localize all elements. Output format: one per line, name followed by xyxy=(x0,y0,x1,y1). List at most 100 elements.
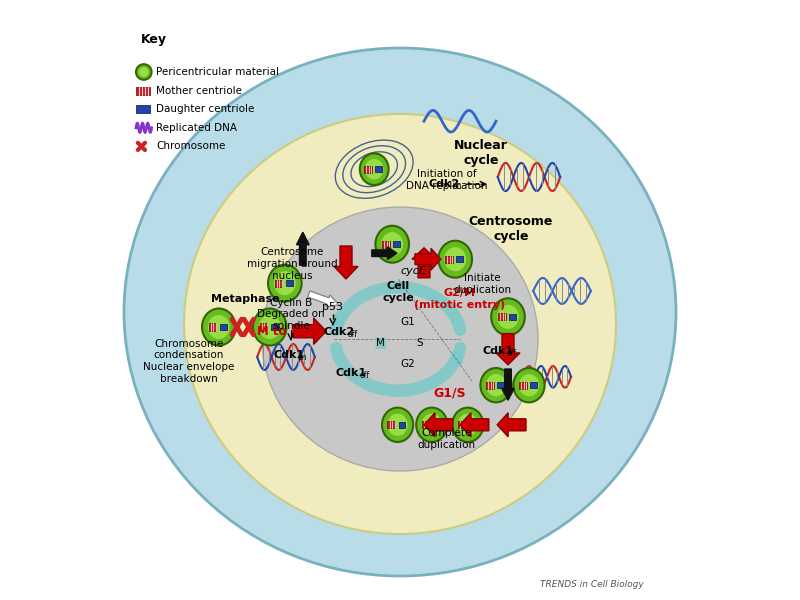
FancyBboxPatch shape xyxy=(510,314,516,320)
Text: Replicated DNA: Replicated DNA xyxy=(157,123,238,133)
Text: cycE: cycE xyxy=(401,266,426,276)
Ellipse shape xyxy=(274,271,296,295)
FancyBboxPatch shape xyxy=(271,324,278,330)
Text: G1: G1 xyxy=(401,317,415,327)
Text: Cdk1: Cdk1 xyxy=(274,350,305,360)
Ellipse shape xyxy=(452,407,483,442)
Ellipse shape xyxy=(382,232,403,256)
Text: Complete
duplication: Complete duplication xyxy=(418,428,476,450)
FancyArrow shape xyxy=(294,318,326,344)
Text: Cdk1: Cdk1 xyxy=(335,368,366,378)
Text: Cdk1: Cdk1 xyxy=(483,346,514,356)
Text: off: off xyxy=(507,349,517,358)
Text: Key: Key xyxy=(141,32,167,46)
FancyBboxPatch shape xyxy=(136,105,150,113)
Ellipse shape xyxy=(422,413,442,436)
Text: Mother centriole: Mother centriole xyxy=(157,86,242,95)
FancyBboxPatch shape xyxy=(498,313,506,320)
Ellipse shape xyxy=(253,308,286,346)
FancyArrow shape xyxy=(372,247,397,259)
Text: Centrosome
migration around
nucleus: Centrosome migration around nucleus xyxy=(246,247,338,281)
FancyBboxPatch shape xyxy=(433,422,440,428)
FancyBboxPatch shape xyxy=(209,323,216,331)
Text: M to A: M to A xyxy=(258,325,300,338)
Ellipse shape xyxy=(202,308,236,346)
Ellipse shape xyxy=(480,368,512,403)
Text: G2/M
(mitotic entry): G2/M (mitotic entry) xyxy=(414,288,506,310)
Ellipse shape xyxy=(514,368,545,403)
FancyBboxPatch shape xyxy=(375,166,382,172)
Text: off: off xyxy=(347,330,358,339)
Text: Daughter centriole: Daughter centriole xyxy=(157,104,254,113)
Text: S: S xyxy=(416,338,422,348)
FancyBboxPatch shape xyxy=(364,166,372,173)
Text: on: on xyxy=(298,353,307,362)
Ellipse shape xyxy=(486,374,506,397)
Text: Chromosome
condensation
Nuclear envelope
breakdown: Chromosome condensation Nuclear envelope… xyxy=(143,339,234,383)
FancyBboxPatch shape xyxy=(286,280,293,286)
FancyArrow shape xyxy=(415,248,441,270)
FancyBboxPatch shape xyxy=(458,421,466,428)
Text: TRENDS in Cell Biology: TRENDS in Cell Biology xyxy=(540,580,644,589)
FancyBboxPatch shape xyxy=(394,241,400,247)
Text: p53: p53 xyxy=(322,302,343,312)
Ellipse shape xyxy=(365,159,383,179)
Ellipse shape xyxy=(382,407,414,442)
Ellipse shape xyxy=(387,413,408,436)
Text: Cyclin B
Degraded on
spindle: Cyclin B Degraded on spindle xyxy=(257,298,325,331)
Ellipse shape xyxy=(375,226,409,263)
FancyArrow shape xyxy=(297,232,309,265)
Ellipse shape xyxy=(360,154,389,185)
FancyArrow shape xyxy=(308,291,338,307)
FancyArrow shape xyxy=(412,248,436,278)
FancyBboxPatch shape xyxy=(518,382,526,389)
Ellipse shape xyxy=(444,247,466,271)
FancyArrow shape xyxy=(502,369,514,400)
Text: Initiation of
DNA replication: Initiation of DNA replication xyxy=(406,169,487,191)
FancyBboxPatch shape xyxy=(398,422,406,428)
Ellipse shape xyxy=(491,298,525,335)
Text: Cdk2: Cdk2 xyxy=(323,327,354,337)
FancyBboxPatch shape xyxy=(469,422,475,428)
Text: Nuclear
cycle: Nuclear cycle xyxy=(454,139,508,167)
FancyBboxPatch shape xyxy=(136,87,150,95)
FancyBboxPatch shape xyxy=(422,421,430,428)
FancyBboxPatch shape xyxy=(445,256,453,263)
FancyBboxPatch shape xyxy=(486,382,494,389)
FancyBboxPatch shape xyxy=(498,382,504,388)
Ellipse shape xyxy=(458,413,478,436)
FancyBboxPatch shape xyxy=(259,323,267,331)
Ellipse shape xyxy=(259,315,281,339)
Text: Metaphase: Metaphase xyxy=(211,294,280,304)
Text: Chromosome: Chromosome xyxy=(157,142,226,151)
Ellipse shape xyxy=(268,265,302,302)
Ellipse shape xyxy=(139,67,149,77)
FancyBboxPatch shape xyxy=(382,241,390,248)
FancyArrow shape xyxy=(424,413,453,437)
FancyArrow shape xyxy=(497,413,526,437)
Text: Cdk2: Cdk2 xyxy=(429,179,460,189)
FancyBboxPatch shape xyxy=(274,280,282,287)
Ellipse shape xyxy=(124,48,676,576)
FancyBboxPatch shape xyxy=(456,256,463,262)
Ellipse shape xyxy=(497,305,519,329)
Text: G2: G2 xyxy=(401,359,415,369)
FancyBboxPatch shape xyxy=(220,324,226,330)
Ellipse shape xyxy=(136,64,152,80)
Text: M: M xyxy=(376,338,386,348)
FancyArrow shape xyxy=(460,413,489,437)
FancyArrow shape xyxy=(334,246,358,279)
Text: Pericentricular material: Pericentricular material xyxy=(157,67,279,77)
Text: on: on xyxy=(453,182,462,191)
Ellipse shape xyxy=(438,241,472,278)
FancyBboxPatch shape xyxy=(387,421,395,428)
Ellipse shape xyxy=(519,374,539,397)
Text: G1/S: G1/S xyxy=(433,386,466,400)
Text: Initiate
duplication: Initiate duplication xyxy=(454,273,512,295)
Ellipse shape xyxy=(416,407,447,442)
FancyBboxPatch shape xyxy=(530,382,537,388)
Text: Centrosome
cycle: Centrosome cycle xyxy=(469,215,553,243)
Ellipse shape xyxy=(208,315,230,339)
FancyArrow shape xyxy=(496,334,520,365)
Ellipse shape xyxy=(184,114,616,534)
